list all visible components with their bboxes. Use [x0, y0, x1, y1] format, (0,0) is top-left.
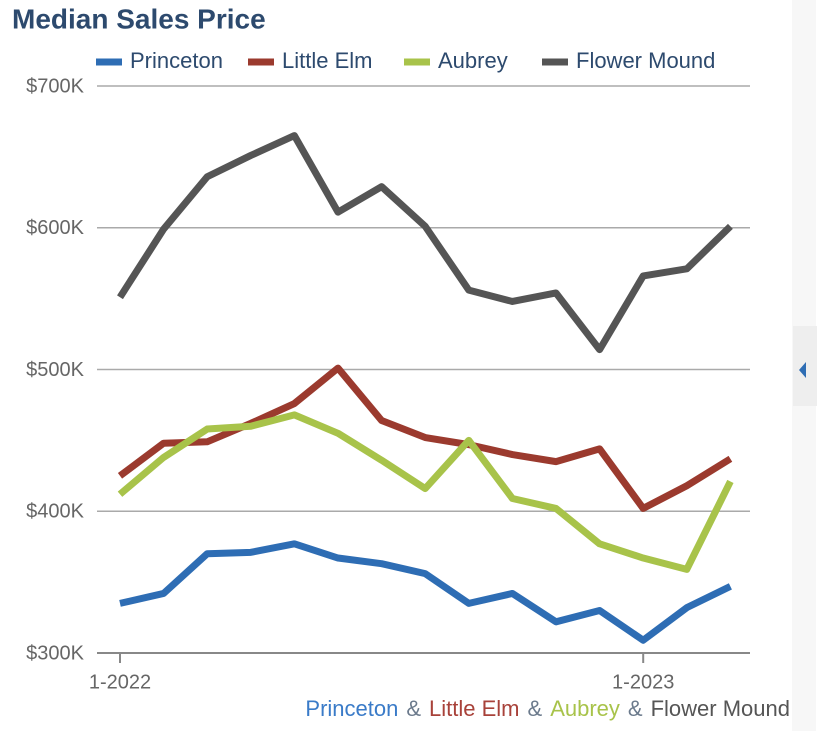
collapse-arrow[interactable] [799, 362, 806, 378]
footer-item: Little Elm [429, 696, 519, 721]
footer-separator: & [406, 696, 421, 721]
x-tick-label: 1-2023 [612, 671, 674, 693]
y-tick-label: $700K [26, 75, 84, 97]
footer-item: Flower Mound [651, 696, 790, 721]
y-tick-label: $300K [26, 642, 84, 664]
x-tick-label: 1-2022 [89, 671, 151, 693]
legend-label: Flower Mound [576, 48, 715, 73]
footer-separator: & [528, 696, 543, 721]
y-tick-label: $500K [26, 359, 84, 381]
series-line [117, 364, 733, 512]
legend-label: Little Elm [282, 48, 372, 73]
series-line [117, 132, 733, 354]
footer-item: Aubrey [550, 696, 620, 721]
y-tick-label: $600K [26, 217, 84, 239]
footer-item: Princeton [305, 696, 398, 721]
legend-label: Princeton [130, 48, 223, 73]
series-line [119, 540, 732, 644]
footer: Princeton & Little Elm & Aubrey & Flower Mound [305, 696, 790, 721]
series-line [117, 411, 734, 573]
legend-label: Aubrey [438, 48, 508, 73]
y-tick-label: $400K [26, 501, 84, 523]
chart-title: Median Sales Price [12, 3, 266, 34]
footer-separator: & [628, 696, 643, 721]
